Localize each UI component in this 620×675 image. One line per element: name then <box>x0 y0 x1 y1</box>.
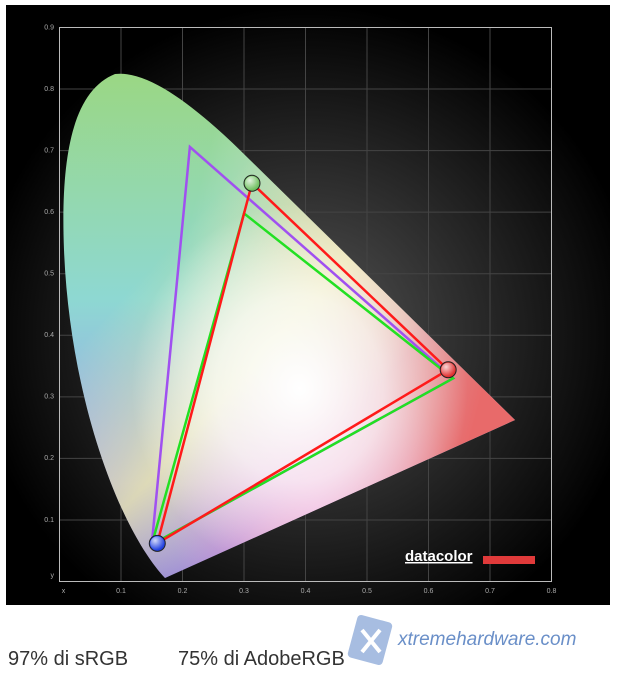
y-tick-label: 0.9 <box>44 24 54 31</box>
y-tick-label: 0.6 <box>44 209 54 216</box>
x-tick-label: 0.5 <box>362 588 372 595</box>
x-tick-label: 0.8 <box>547 588 557 595</box>
watermark: xtremehardware.com <box>397 629 576 650</box>
y-tick-label: y <box>51 572 55 579</box>
primary-point-group <box>243 174 261 192</box>
primary-point-group <box>148 534 166 552</box>
watermark-icon <box>347 614 393 666</box>
point-shine <box>441 362 456 377</box>
y-tick-label: 0.5 <box>44 271 54 278</box>
logo-bar <box>483 556 535 564</box>
y-tick-label: 0.2 <box>44 455 54 462</box>
x-tick-label: 0.7 <box>485 588 495 595</box>
x-tick-label: 0.2 <box>178 588 188 595</box>
point-shine <box>150 536 165 551</box>
plot-frame <box>59 27 552 582</box>
gamut-triangle <box>155 180 451 546</box>
y-tick-label: 0.1 <box>44 517 54 524</box>
point-shine <box>244 176 259 191</box>
x-tick-label: 0.4 <box>301 588 311 595</box>
gamut-layer <box>148 144 457 552</box>
x-tick-label: 0.1 <box>116 588 126 595</box>
caption-srgb: 97% di sRGB <box>8 648 128 670</box>
y-tick-label: 0.7 <box>44 147 54 154</box>
x-tick-label: 0.6 <box>424 588 434 595</box>
gamut-triangle <box>149 211 456 548</box>
primary-point-group <box>439 361 457 379</box>
logo: datacolor <box>405 548 473 565</box>
x-tick-label: x <box>62 588 66 595</box>
y-tick-label: 0.3 <box>44 394 54 401</box>
x-tick-label: 0.3 <box>239 588 249 595</box>
y-tick-label: 0.4 <box>44 332 54 339</box>
caption-adobergb: 75% di AdobeRGB <box>178 648 345 670</box>
y-tick-label: 0.8 <box>44 86 54 93</box>
